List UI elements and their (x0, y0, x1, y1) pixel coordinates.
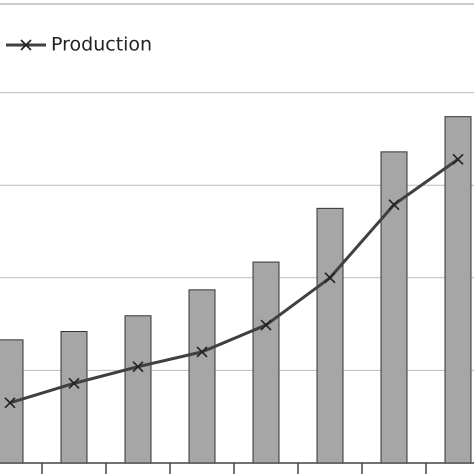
line-marker (324, 272, 336, 284)
line-marker (132, 361, 144, 373)
line-marker (196, 346, 208, 358)
legend-marker (20, 39, 32, 51)
bar (444, 116, 472, 464)
line-marker (452, 153, 464, 165)
line (9, 158, 459, 405)
legend-label: Production (51, 34, 152, 56)
bar (60, 331, 88, 464)
line-marker (388, 199, 400, 211)
bar (316, 207, 344, 464)
bar (124, 315, 152, 464)
bar (188, 289, 216, 464)
line-marker (68, 377, 80, 389)
line-marker (260, 319, 272, 331)
bar (252, 261, 280, 464)
line-marker (4, 397, 16, 409)
